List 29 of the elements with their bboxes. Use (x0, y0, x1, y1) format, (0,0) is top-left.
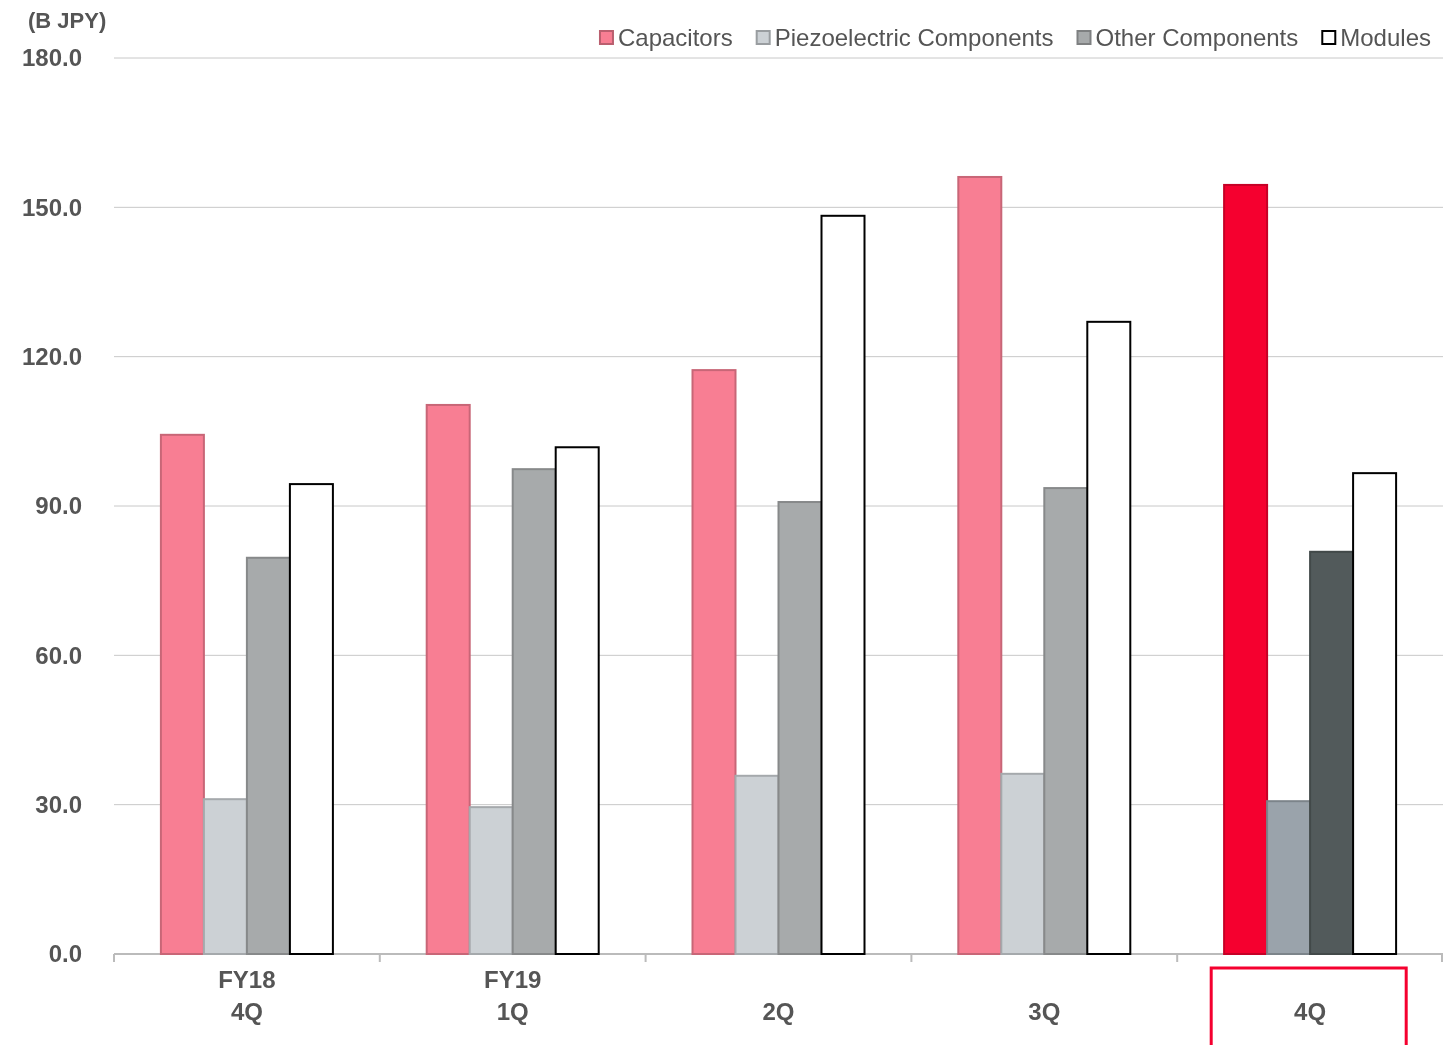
x-tick-label: FY19 1Q (484, 966, 542, 1025)
bar (957, 175, 1003, 955)
x-tick-label: 2Q (762, 998, 795, 1025)
y-tick-label: 180.0 (21, 44, 82, 72)
y-tick-label: 90.0 (35, 492, 82, 520)
bar (554, 446, 600, 955)
bar (1352, 472, 1398, 955)
bar (1086, 320, 1132, 955)
y-tick-label: 120.0 (21, 342, 82, 370)
bar (1223, 183, 1269, 955)
legend-label: Other Components (1095, 24, 1299, 51)
bar (159, 433, 205, 955)
x-tick-label: FY18 4Q (218, 966, 276, 1025)
x-tick-label: 3Q (1028, 998, 1061, 1025)
bar (425, 403, 471, 955)
y-tick-label: 0.0 (48, 940, 82, 968)
bar (1266, 800, 1312, 955)
x-tick-label: 4Q (1294, 998, 1327, 1025)
y-axis-title: (B JPY) (28, 8, 107, 33)
bar (820, 214, 866, 955)
legend-label: Piezoelectric Components (774, 24, 1054, 51)
bar (288, 483, 334, 955)
y-tick-label: 60.0 (35, 641, 82, 669)
legend-label: Capacitors (617, 24, 733, 51)
y-tick-label: 150.0 (21, 193, 82, 221)
y-tick-label: 30.0 (35, 790, 82, 818)
bar (691, 369, 737, 955)
bar (1309, 550, 1355, 955)
legend-label: Modules (1340, 24, 1431, 51)
